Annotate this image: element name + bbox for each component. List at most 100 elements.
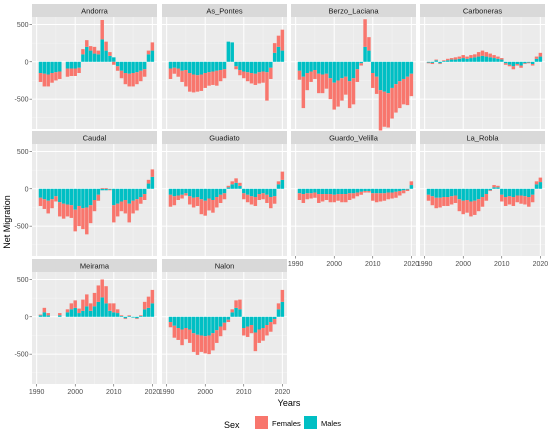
bar-females (320, 194, 325, 202)
bar-females (218, 70, 223, 82)
bar-males (280, 50, 285, 62)
bar-males (188, 316, 192, 330)
bar-males (317, 188, 321, 195)
bar-males (46, 188, 50, 201)
bar-males (188, 188, 192, 197)
bar-females (469, 201, 473, 217)
bar-females (96, 50, 101, 55)
bar-females (46, 200, 50, 214)
bar-males (473, 57, 477, 62)
bar-females (42, 199, 47, 209)
bar-females (398, 191, 402, 196)
bar-males (211, 61, 215, 72)
bar-females (523, 63, 527, 65)
bar-females (108, 303, 112, 311)
bar-males (538, 56, 543, 62)
bar-females (211, 333, 215, 351)
y-tick-label: 0 (25, 59, 29, 66)
bar-males (188, 61, 192, 73)
bar-females (503, 63, 508, 65)
bar-females (492, 185, 496, 188)
bar-females (207, 198, 211, 211)
x-tick-label: 2000 (455, 261, 471, 268)
facet-strip (162, 4, 287, 17)
x-tick-label: 1990 (288, 261, 304, 268)
bar-males (42, 61, 47, 74)
bar-males (480, 55, 485, 62)
bar-females (65, 68, 70, 77)
bar-males (276, 184, 281, 189)
bar-females (146, 50, 151, 55)
bar-females (496, 185, 500, 188)
facet-strip (291, 4, 416, 17)
bar-females (367, 37, 371, 51)
bar-males (265, 61, 269, 73)
bar-males (245, 188, 250, 195)
bar-males (172, 316, 177, 326)
bar-females (108, 52, 112, 56)
bar-males (401, 61, 406, 79)
bar-females (234, 300, 238, 308)
bar-males (85, 46, 89, 62)
bar-males (115, 61, 120, 67)
bar-males (207, 316, 211, 336)
bar-females (446, 58, 450, 61)
bar-males (430, 188, 435, 197)
bar-females (355, 69, 360, 82)
bar-females (58, 71, 62, 79)
bar-males (328, 61, 333, 79)
bar-females (363, 19, 367, 47)
bar-males (496, 58, 500, 62)
bar-males (328, 188, 333, 195)
y-tick-label: 500 (17, 277, 29, 284)
bar-females (100, 279, 104, 298)
bar-males (65, 61, 70, 69)
bar-females (409, 73, 414, 97)
bar-males (42, 188, 47, 200)
bar-females (172, 325, 177, 338)
bar-males (131, 188, 135, 201)
bar-females (261, 328, 265, 341)
legend-label-females: Females (272, 419, 301, 428)
bar-females (230, 309, 234, 313)
bar-females (409, 181, 414, 186)
bar-males (465, 188, 469, 200)
bar-females (176, 328, 180, 340)
bar-females (305, 193, 309, 200)
bar-males (269, 188, 273, 198)
bar-males (313, 61, 317, 71)
bar-females (234, 178, 238, 183)
bar-males (265, 188, 269, 195)
facet-title: As_Pontes (206, 7, 243, 16)
bar-females (324, 73, 329, 89)
bar-males (374, 188, 379, 194)
bar-males (446, 188, 450, 198)
bar-females (317, 73, 321, 94)
bar-females (527, 62, 531, 64)
bar-females (172, 196, 177, 206)
bar-females (488, 53, 492, 58)
bar-males (332, 61, 336, 83)
bar-females (519, 195, 523, 204)
bar-males (226, 41, 231, 62)
bar-males (222, 188, 227, 194)
bar-males (305, 188, 309, 194)
facet-nalon: Nalon 1990 2000 2010 2020 (159, 259, 290, 396)
bar-females (363, 191, 367, 193)
bar-females (461, 55, 465, 59)
bar-males (519, 188, 523, 196)
y-tick-label: -500 (14, 352, 28, 359)
bar-males (150, 303, 155, 317)
bar-males (394, 61, 398, 85)
bar-males (115, 188, 120, 204)
bar-males (46, 315, 50, 317)
bar-females (146, 296, 151, 308)
bar-males (218, 316, 223, 327)
bar-females (272, 319, 277, 325)
bar-males (69, 61, 74, 69)
bar-females (191, 333, 196, 352)
bar-males (503, 188, 508, 198)
bar-females (473, 54, 477, 58)
bar-males (65, 188, 70, 205)
y-tick-label: -500 (14, 97, 28, 104)
